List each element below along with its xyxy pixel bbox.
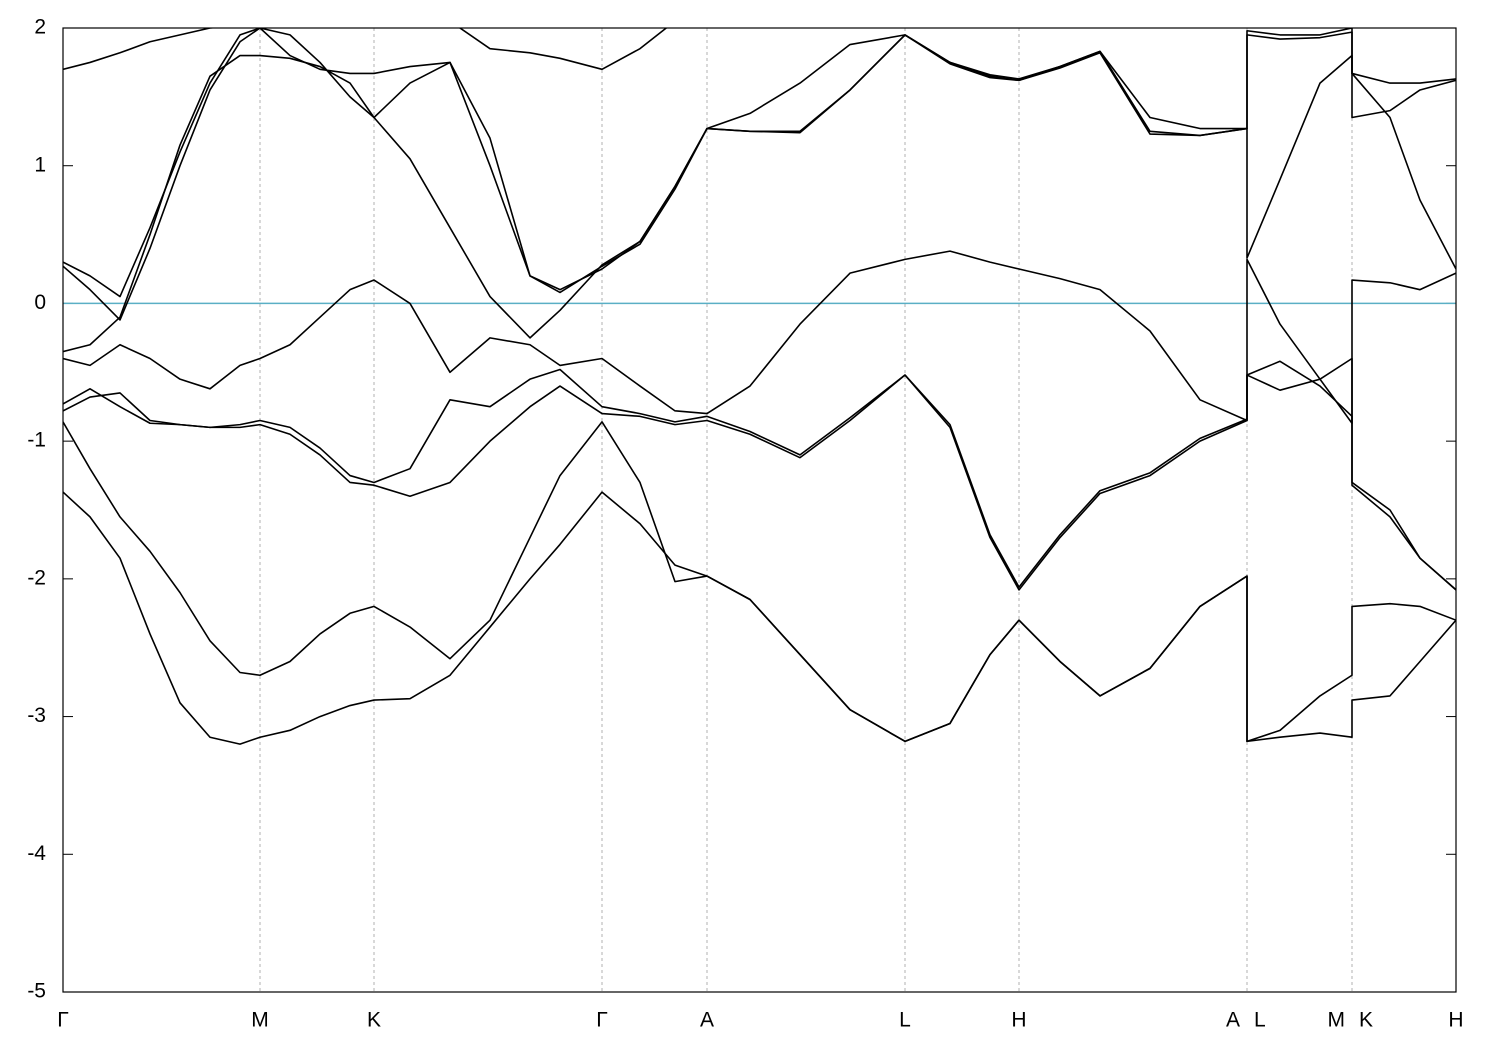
x-tick-label: M	[1328, 1009, 1346, 1032]
y-tick-label: -2	[27, 566, 46, 589]
band-line	[63, 250, 1456, 425]
y-tick-label: -5	[27, 980, 46, 1003]
y-tick-label: 1	[34, 153, 46, 176]
band-line	[63, 357, 1456, 591]
plot-area	[63, 28, 1456, 745]
x-tick-label: L	[1254, 1009, 1266, 1032]
x-tick-label: L	[899, 1009, 911, 1032]
x-tick-label: H	[1011, 1009, 1026, 1032]
y-tick-label: -1	[27, 429, 46, 452]
y-tick-label: 2	[34, 16, 46, 39]
x-tick-label: Γ	[596, 1009, 608, 1032]
x-tick-label: A	[700, 1009, 714, 1032]
band-line	[63, 28, 1456, 298]
band-line	[63, 421, 1456, 743]
x-tick-label: Γ	[57, 1009, 69, 1032]
y-tick-label: 0	[34, 291, 46, 314]
band-line	[63, 360, 1456, 591]
x-tick-label: K	[1359, 1009, 1373, 1032]
y-tick-label: -4	[27, 842, 46, 865]
x-tick-label: M	[251, 1009, 269, 1032]
x-tick-label: K	[367, 1009, 381, 1032]
plot-frame	[62, 27, 1457, 993]
y-tick-label: -3	[27, 704, 46, 727]
x-tick-label: H	[1448, 1009, 1463, 1032]
x-tick-label: A	[1226, 1009, 1240, 1032]
